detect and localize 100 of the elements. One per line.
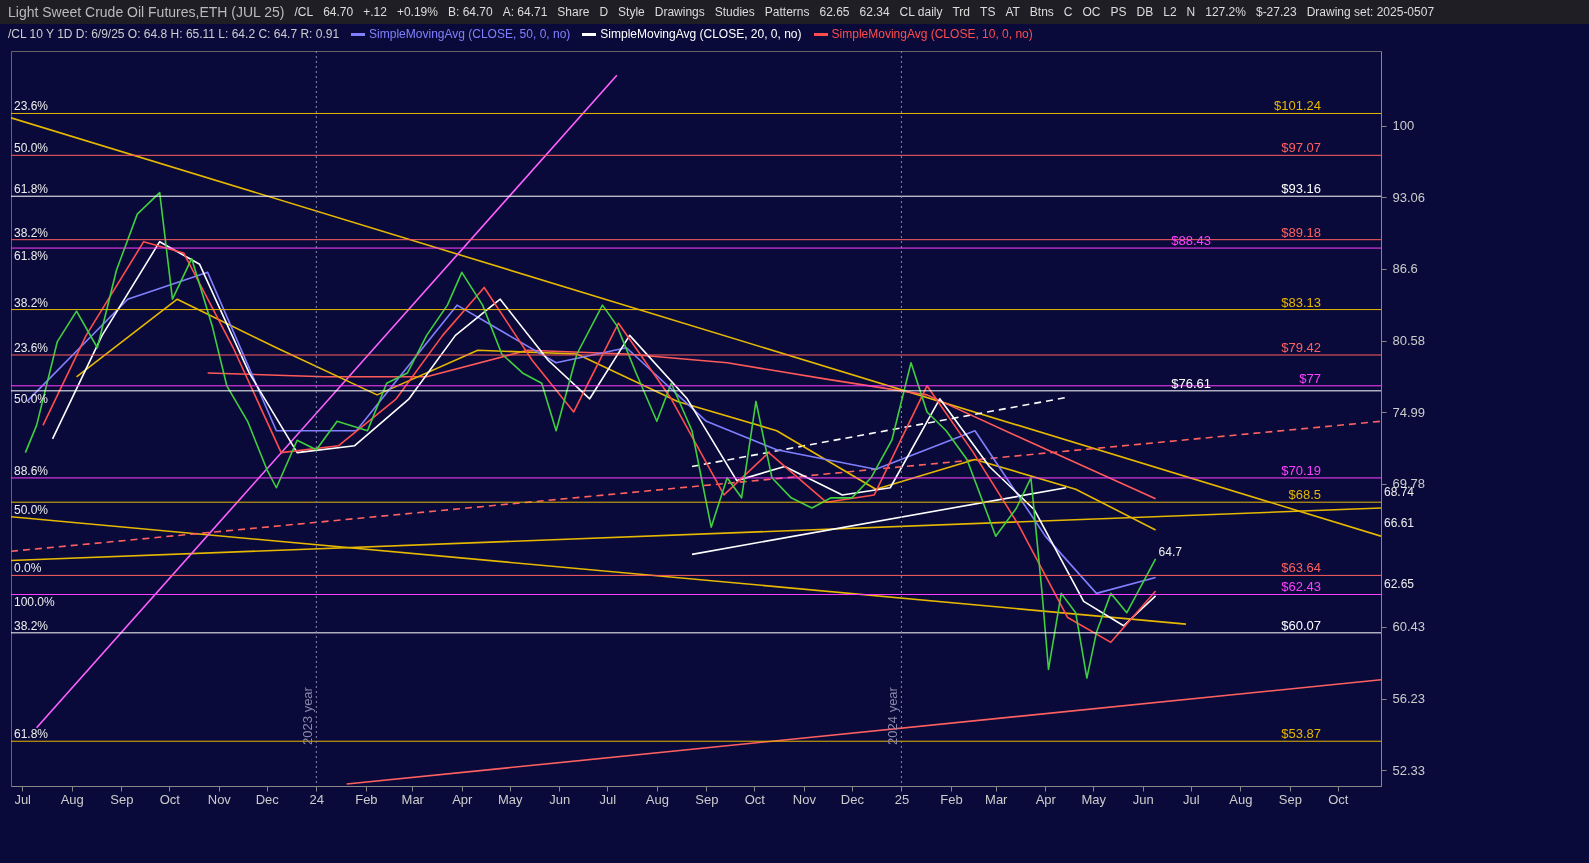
annotation: 38.2%	[14, 295, 49, 310]
ref-line-label: $97.07	[1281, 140, 1321, 156]
x-tick-label: Jul	[14, 791, 32, 807]
legend-label: SimpleMovingAvg (CLOSE, 50, 0, no)	[369, 27, 571, 41]
x-tick-label: Feb	[940, 791, 963, 807]
chart-title: Light Sweet Crude Oil Futures,ETH (JUL 25)	[8, 4, 285, 20]
text: A: 64.71	[502, 5, 548, 19]
annotation: 23.6%	[14, 341, 49, 355]
annotation: 61.8%	[14, 727, 49, 742]
x-tick-label: Aug	[60, 791, 84, 807]
x-tick-label: Aug	[1229, 791, 1253, 807]
annotation: 0.0%	[14, 561, 42, 576]
text: $-27.23	[1255, 5, 1297, 19]
annotation: 38.2%	[14, 225, 49, 240]
text: D	[599, 5, 609, 19]
y-tick-label: 80.58	[1392, 333, 1426, 349]
ref-line-label: $83.13	[1281, 294, 1321, 310]
annotation: 66.61	[1384, 516, 1415, 531]
annotation: 50.0%	[14, 503, 49, 518]
x-tick-label: Mar	[401, 791, 425, 807]
annotation: 23.6%	[14, 99, 49, 114]
x-tick-label: Aug	[645, 791, 669, 807]
text: AT	[1005, 5, 1020, 19]
annotation: 64.7	[1158, 544, 1183, 559]
x-tick-label: Jul	[599, 791, 617, 807]
annotation: 61.8%	[14, 249, 49, 264]
text: +.12	[363, 5, 387, 19]
x-tick-label: Oct	[159, 791, 181, 807]
ref-line-label: $60.07	[1281, 617, 1321, 633]
y-tick-label: 100	[1392, 118, 1415, 134]
text: 62.65	[819, 5, 850, 19]
text: Trd	[952, 5, 971, 19]
text: DB	[1136, 5, 1154, 19]
ref-line-label: $53.87	[1281, 726, 1321, 742]
x-tick-label: Nov	[792, 791, 817, 807]
x-tick-label: Jul	[1182, 791, 1200, 807]
x-tick-label: Oct	[744, 791, 766, 807]
x-tick-label: Jun	[1132, 791, 1154, 807]
legend-label: SimpleMovingAvg (CLOSE, 10, 0, no)	[831, 27, 1033, 41]
x-tick-label: 25	[894, 791, 910, 807]
annotation: 38.2%	[14, 618, 49, 633]
text: OC	[1082, 5, 1101, 19]
text: /CL	[294, 5, 314, 19]
text: B: 64.70	[447, 5, 493, 19]
ref-line-label: $77	[1299, 370, 1321, 386]
text: N	[1186, 5, 1196, 19]
x-tick-label: Dec	[255, 791, 280, 807]
annotation: 100.0%	[14, 595, 56, 610]
ref-line-label: $79.42	[1281, 340, 1321, 355]
text: +0.19%	[396, 5, 438, 19]
annotation: 50.0%	[14, 141, 49, 156]
y-tick-label: 93.06	[1392, 189, 1426, 205]
x-tick-label: Sep	[1278, 791, 1302, 807]
ref-line-label: $70.19	[1281, 462, 1321, 478]
ref-line-label: $101.24	[1274, 98, 1321, 114]
x-tick-label: Jun	[549, 791, 571, 807]
text: PS	[1110, 5, 1127, 19]
text: 64.70	[323, 5, 354, 19]
legend-label: SimpleMovingAvg (CLOSE, 20, 0, no)	[600, 27, 802, 41]
x-tick-label: Sep	[110, 791, 134, 807]
ref-line-label: $89.18	[1281, 224, 1321, 240]
text: Drawings	[654, 5, 705, 19]
x-tick-label: Mar	[985, 791, 1009, 807]
y-tick-label: 56.23	[1392, 691, 1426, 707]
x-tick-label: May	[1081, 791, 1107, 807]
text: CL daily	[899, 5, 943, 19]
text: Style	[618, 5, 645, 19]
text: Studies	[714, 5, 755, 19]
ref-line-label: $68.5	[1288, 487, 1321, 503]
text: 62.34	[859, 5, 890, 19]
x-tick-label: Apr	[452, 791, 474, 807]
annotation: 61.8%	[14, 182, 49, 197]
x-tick-label: Dec	[840, 791, 865, 807]
ref-line-label: 2024 year	[885, 686, 901, 745]
y-tick-label: 60.43	[1392, 619, 1426, 635]
x-tick-label: Feb	[355, 791, 378, 807]
x-tick-label: Sep	[695, 791, 719, 807]
annotation: 62.65	[1384, 577, 1415, 591]
text: Btns	[1029, 5, 1054, 19]
x-tick-label: Apr	[1035, 791, 1057, 807]
x-tick-label: 24	[309, 791, 325, 807]
text: Patterns	[764, 5, 810, 19]
text: Drawing set: 2025-0507	[1306, 5, 1435, 19]
text: L2	[1163, 5, 1177, 19]
text: Share	[557, 5, 590, 19]
x-tick-label: Nov	[207, 791, 232, 807]
x-tick-label: Oct	[1328, 791, 1349, 807]
ref-line-label: 2023 year	[300, 686, 316, 745]
y-tick-label: 52.33	[1392, 762, 1426, 778]
text: 127.2%	[1205, 5, 1246, 19]
text: C	[1063, 5, 1073, 19]
ref-line-label: $62.43	[1281, 579, 1321, 595]
y-tick-label: 86.6	[1392, 261, 1418, 277]
y-tick-label: 74.99	[1392, 404, 1426, 420]
annotation: 88.6%	[14, 463, 49, 478]
chart-subtitle: /CL 10 Y 1D D: 6/9/25 O: 64.8 H: 65.11 L: 64.2 C: 64.7 R: 0.91	[8, 27, 340, 41]
ref-line-label: $93.16	[1281, 181, 1321, 197]
x-tick-label: May	[497, 791, 524, 807]
ref-line-label: $63.64	[1281, 560, 1321, 576]
text: TS	[980, 5, 996, 19]
